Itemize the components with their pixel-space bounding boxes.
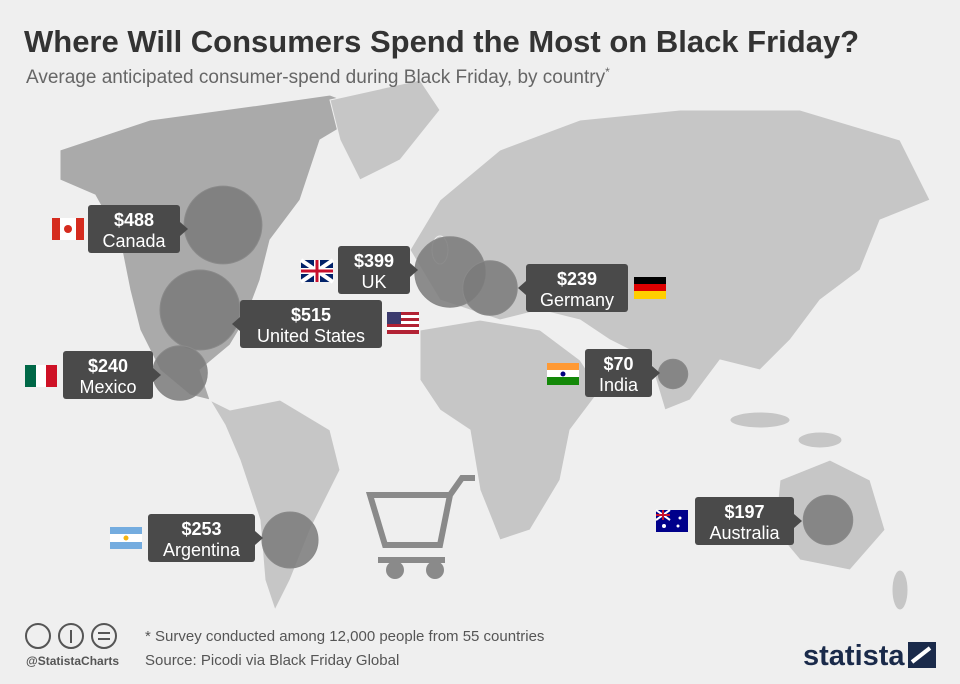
brand-logo: statista — [803, 640, 905, 672]
new-zealand — [891, 569, 909, 611]
flag-germany — [634, 277, 666, 299]
spend-bubble — [261, 511, 319, 569]
spend-bubble — [802, 494, 854, 546]
greenland — [329, 79, 441, 181]
country-name: United States — [257, 326, 365, 346]
value-label: $239 — [557, 269, 597, 289]
flag-mexico — [25, 365, 57, 387]
new-guinea — [797, 431, 843, 449]
nd-icon — [91, 623, 117, 649]
spend-bubble — [462, 260, 518, 316]
cart-wheel — [426, 561, 444, 579]
icon-glyphs — [70, 630, 110, 643]
value-label: $488 — [114, 210, 154, 230]
label-box — [695, 497, 794, 545]
value-label: $253 — [181, 519, 221, 539]
indonesia — [729, 411, 791, 429]
label-pointer — [794, 514, 802, 528]
handle: @StatistaCharts — [26, 654, 119, 668]
cc-icon — [25, 623, 51, 649]
label-box — [63, 351, 153, 399]
subtitle-mark: * — [605, 65, 610, 79]
country-name: UK — [361, 272, 386, 292]
cart-icon — [365, 475, 475, 579]
label-box — [240, 300, 382, 348]
country-name: Mexico — [79, 377, 136, 397]
flags — [25, 218, 688, 549]
flag-australia — [655, 509, 688, 532]
south-america — [208, 398, 341, 612]
flag-india — [547, 363, 579, 385]
label-pointer — [153, 368, 161, 382]
license-icons — [25, 623, 117, 649]
label-box — [526, 264, 628, 312]
country-name: India — [599, 375, 639, 395]
cart-wheel — [386, 561, 404, 579]
country-name: Argentina — [163, 540, 241, 560]
brand-mark-slash — [910, 646, 932, 664]
value-label: $515 — [291, 305, 331, 325]
value-label: $399 — [354, 251, 394, 271]
value-label: $240 — [88, 356, 128, 376]
subtitle: Average anticipated consumer-spend durin… — [26, 65, 610, 88]
country-name: Germany — [540, 290, 614, 310]
label-pointer — [410, 263, 418, 277]
country-name: Australia — [709, 523, 780, 543]
title: Where Will Consumers Spend the Most on B… — [24, 24, 859, 59]
country-name: Canada — [102, 231, 166, 251]
label-pointer — [652, 366, 660, 380]
subtitle-text: Average anticipated consumer-spend durin… — [26, 67, 606, 88]
spend-bubble — [152, 345, 208, 401]
spend-bubble — [657, 358, 689, 390]
cart-basket — [365, 475, 475, 548]
value-label: $70 — [603, 354, 633, 374]
flag-usa — [387, 312, 419, 334]
flag-argentina — [110, 527, 142, 549]
label-box — [585, 349, 652, 397]
source: Source: Picodi via Black Friday Global — [145, 652, 399, 669]
spend-bubble — [183, 185, 263, 265]
label-box — [88, 205, 180, 253]
label-pointer — [232, 317, 240, 331]
footnote: * Survey conducted among 12,000 people f… — [145, 628, 544, 645]
value-label: $197 — [724, 502, 764, 522]
label-box — [148, 514, 255, 562]
flag-uk — [299, 258, 335, 284]
label-pointer — [518, 281, 526, 295]
by-icon — [58, 623, 84, 649]
label-box — [338, 246, 410, 294]
spend-bubble — [159, 269, 241, 351]
label-pointer — [255, 531, 263, 545]
label-pointer — [180, 222, 188, 236]
flag-canada — [52, 218, 84, 240]
